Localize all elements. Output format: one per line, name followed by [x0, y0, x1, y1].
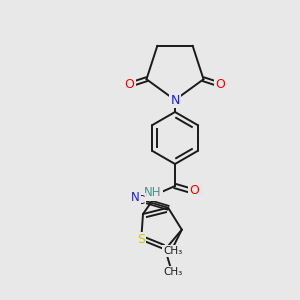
Text: S: S — [137, 233, 145, 246]
Text: CH₃: CH₃ — [163, 267, 182, 277]
Text: NH: NH — [144, 187, 162, 200]
Text: N: N — [131, 191, 140, 204]
Text: C: C — [137, 194, 145, 207]
Text: N: N — [170, 94, 180, 106]
Text: O: O — [216, 78, 226, 91]
Text: CH₃: CH₃ — [163, 246, 182, 256]
Text: O: O — [189, 184, 199, 197]
Text: O: O — [124, 78, 134, 91]
